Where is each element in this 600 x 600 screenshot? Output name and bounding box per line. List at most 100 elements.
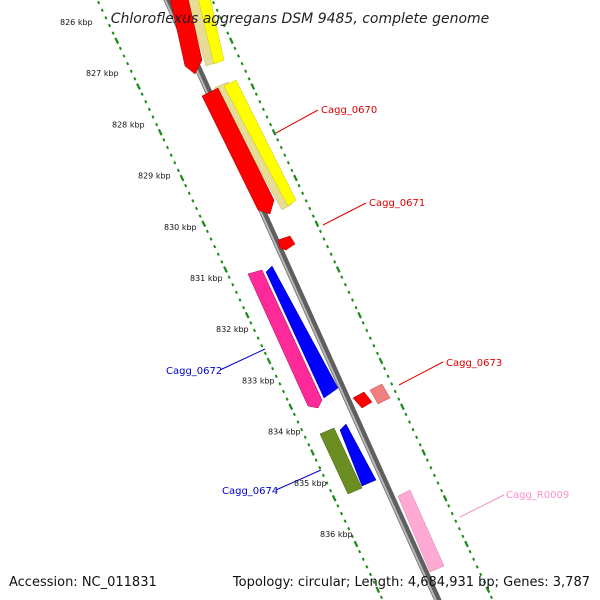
ruler-tick	[379, 595, 383, 600]
ruler-tick	[104, 16, 108, 20]
ruler-label: 834 kbp	[268, 428, 301, 437]
ruler-tick	[321, 473, 325, 478]
label-cagg-r0009[interactable]: Cagg_R0009	[506, 490, 569, 501]
label-cagg-0672[interactable]: Cagg_0672	[166, 366, 222, 377]
ruler-tick	[354, 305, 358, 310]
ruler-tick	[361, 557, 365, 561]
ruler-tick	[308, 206, 312, 211]
ruler-tick	[468, 549, 472, 554]
ruler-tick	[271, 366, 275, 371]
label-cagg-0674[interactable]: Cagg_0674	[222, 486, 278, 497]
ruler-tick	[165, 145, 170, 150]
ruler-label: 829 kbp	[138, 172, 171, 181]
ruler-tick	[155, 122, 159, 127]
ruler-tick	[242, 305, 246, 310]
ruler-tick	[215, 8, 219, 12]
ruler-tick	[365, 328, 369, 333]
ruler-tick	[368, 572, 373, 577]
ruler-tick	[184, 183, 188, 188]
ruler-tick	[397, 397, 401, 401]
feature-red-0671[interactable]	[277, 235, 296, 251]
feature-yellow-top[interactable]	[198, 0, 225, 65]
ruler-tick	[464, 540, 469, 548]
ruler-tick	[263, 351, 267, 356]
ruler-tick	[111, 31, 115, 35]
ruler-tick	[318, 466, 322, 470]
ruler-tick	[421, 449, 427, 456]
ruler-tick	[261, 107, 265, 112]
ruler-tick	[372, 580, 376, 584]
ruler-tick	[454, 519, 458, 523]
ruler-tick	[269, 122, 273, 127]
ruler-tick	[335, 266, 341, 273]
ruler-tick	[238, 298, 242, 302]
ruler-labels: 826 kbp 827 kbp 828 kbp 829 kbp 830 kbp 831 k…	[60, 18, 353, 539]
ruler-tick	[283, 153, 287, 157]
ruler-tick	[347, 290, 351, 295]
feature-red-0673[interactable]	[352, 391, 373, 409]
feature-blue-long[interactable]	[265, 265, 339, 399]
ruler-tick	[425, 458, 429, 462]
ruler-tick	[176, 168, 180, 173]
label-cagg-0671[interactable]: Cagg_0671	[369, 198, 425, 209]
ruler-tick	[254, 92, 258, 96]
feature-olive-0674[interactable]	[319, 427, 363, 495]
ruler-tick	[114, 37, 120, 45]
ruler-tick	[233, 46, 237, 51]
ruler-tick	[231, 283, 235, 287]
ruler-tick	[368, 336, 372, 340]
ruler-label: 828 kbp	[112, 120, 145, 129]
feature-magenta-0672[interactable]	[247, 269, 323, 409]
ruler-tick	[244, 69, 248, 73]
ruler-tick	[194, 206, 199, 211]
ruler-tick	[288, 403, 294, 411]
ruler-tick	[351, 298, 354, 302]
feature-salmon-0673[interactable]	[369, 383, 391, 405]
ruler-tick	[247, 77, 251, 81]
ruler-label: 835 kbp	[294, 479, 327, 488]
ruler-tick	[118, 46, 122, 51]
ruler-tick	[331, 494, 337, 502]
ruler-tick	[339, 511, 344, 516]
ruler-tick	[292, 412, 296, 417]
ruler-tick	[311, 214, 315, 218]
ruler-tick	[258, 100, 262, 104]
feature-khaki-0670[interactable]	[213, 81, 293, 211]
ruler-tick	[173, 161, 177, 165]
ruler-tick	[303, 435, 307, 439]
ruler-tick	[378, 357, 384, 365]
ruler-tick	[219, 16, 223, 20]
ruler-tick	[375, 351, 379, 356]
feature-blue-short[interactable]	[339, 423, 377, 487]
ruler-tick	[297, 183, 301, 188]
ruler-tick	[212, 0, 216, 5]
ruler-tick	[191, 199, 195, 203]
ruler-tick	[301, 191, 305, 195]
ruler-label: 830 kbp	[164, 223, 197, 232]
ruler-tick	[418, 443, 422, 447]
ruler-tick	[318, 229, 322, 234]
ruler-tick	[229, 37, 234, 45]
ruler-tick	[475, 565, 479, 569]
ruler-tick	[157, 128, 163, 136]
label-cagg-0670[interactable]: Cagg_0670	[321, 105, 377, 116]
label-cagg-0673[interactable]: Cagg_0673	[446, 358, 502, 369]
ruler-tick	[281, 389, 286, 394]
ruler-tick	[361, 321, 365, 325]
feature-pink-r0009[interactable]	[397, 489, 445, 573]
ruler-tick	[322, 237, 326, 241]
ruler-tick	[336, 504, 340, 508]
ruler-tick	[129, 69, 133, 73]
feature-red-0670[interactable]	[201, 87, 275, 215]
ruler-tick	[408, 420, 411, 424]
ruler-tick	[411, 427, 415, 432]
ruler-tick	[285, 397, 289, 401]
ruler-tick	[429, 466, 433, 470]
ruler-tick	[279, 145, 283, 150]
ruler-tick	[107, 23, 112, 28]
ruler-tick	[133, 77, 137, 81]
ruler-tick	[365, 565, 369, 569]
ruler-tick	[383, 366, 387, 371]
feature-red-top[interactable]	[170, 0, 203, 75]
feature-yellow-0670[interactable]	[223, 79, 297, 207]
